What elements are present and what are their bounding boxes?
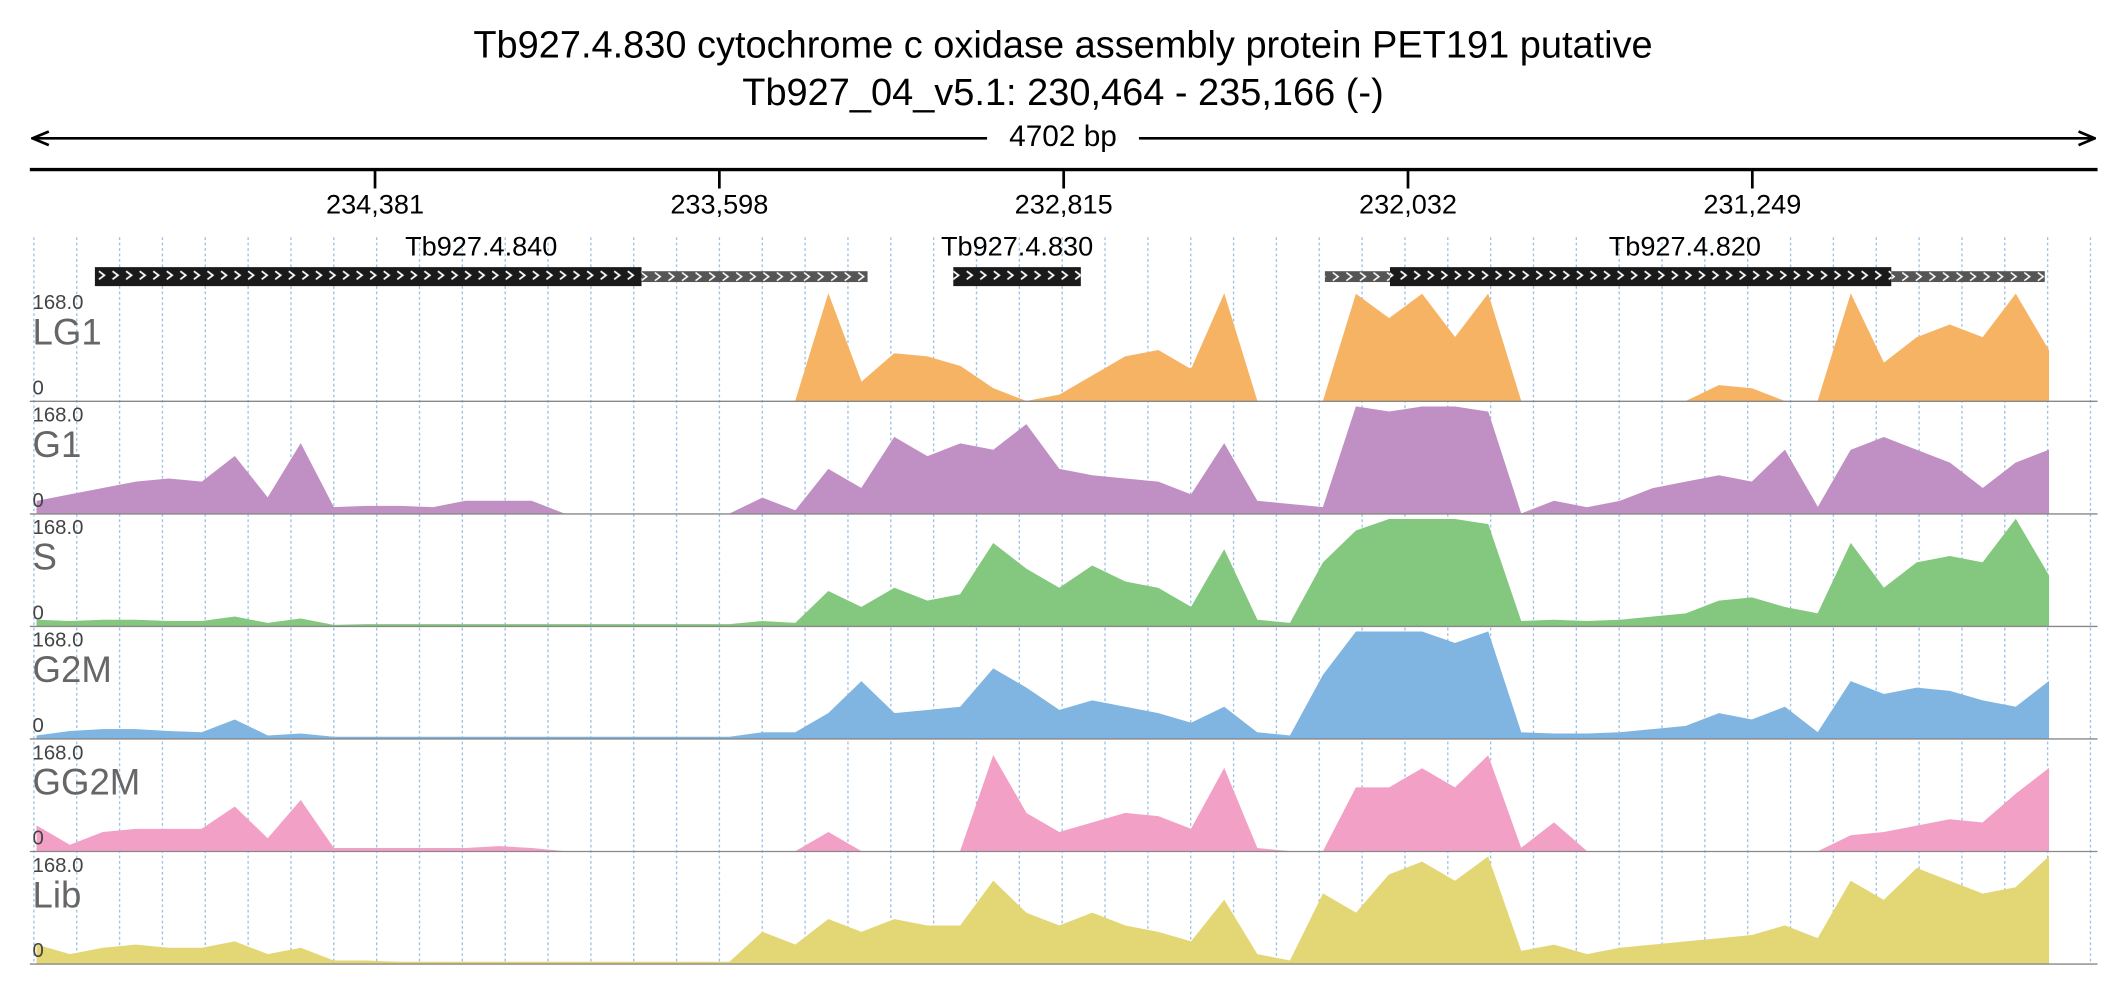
- span-label: 4702 bp: [1009, 120, 1117, 153]
- gene-cds-chevrons: [1389, 267, 1892, 287]
- chart-subtitle: Tb927_04_v5.1: 230,464 - 235,166 (-): [742, 72, 1383, 114]
- gene-utr-chevrons: [641, 271, 868, 283]
- gene-label: Tb927.4.830: [941, 230, 1093, 261]
- track-name: G1: [33, 424, 82, 465]
- coverage-area: [36, 631, 2050, 740]
- x-tick-label: 232,032: [1359, 188, 1457, 219]
- gene-utr-chevrons: [1324, 271, 1390, 283]
- gene-utr-chevrons: [1891, 271, 2045, 283]
- y-tick-label: 168.0: [33, 630, 84, 652]
- x-tick-label: 231,249: [1703, 188, 1801, 219]
- chart-title: Tb927.4.830 cytochrome c oxidase assembl…: [473, 25, 1652, 67]
- x-tick-label: 233,598: [670, 188, 768, 219]
- y-tick-label: 168.0: [33, 855, 84, 877]
- y-tick-label: 0: [33, 378, 44, 400]
- y-tick-label: 0: [33, 940, 44, 962]
- track-name: LG1: [33, 312, 102, 353]
- track-name: G2M: [33, 649, 112, 690]
- span-label-bg: [987, 122, 1139, 155]
- y-tick-label: 0: [33, 828, 44, 850]
- coverage-area: [36, 755, 2050, 852]
- y-tick-label: 0: [33, 715, 44, 737]
- gene-label: Tb927.4.840: [405, 230, 557, 261]
- track-name: Lib: [33, 874, 82, 915]
- coverage-area: [36, 518, 2050, 627]
- y-tick-label: 168.0: [33, 742, 84, 764]
- y-tick-label: 168.0: [33, 517, 84, 539]
- y-tick-label: 0: [33, 490, 44, 512]
- y-tick-label: 0: [33, 603, 44, 625]
- coverage-area: [36, 406, 2050, 515]
- coverage-area: [36, 856, 2050, 965]
- coverage-area: [36, 293, 2050, 402]
- gene-cds-chevrons: [94, 267, 642, 287]
- y-tick-label: 168.0: [33, 292, 84, 314]
- gene-cds-chevrons: [953, 267, 1081, 287]
- y-tick-label: 168.0: [33, 405, 84, 427]
- track-name: GG2M: [33, 762, 141, 803]
- x-tick-label: 234,381: [326, 188, 424, 219]
- gene-label: Tb927.4.820: [1609, 230, 1761, 261]
- x-tick-label: 232,815: [1015, 188, 1113, 219]
- track-name: S: [33, 537, 57, 578]
